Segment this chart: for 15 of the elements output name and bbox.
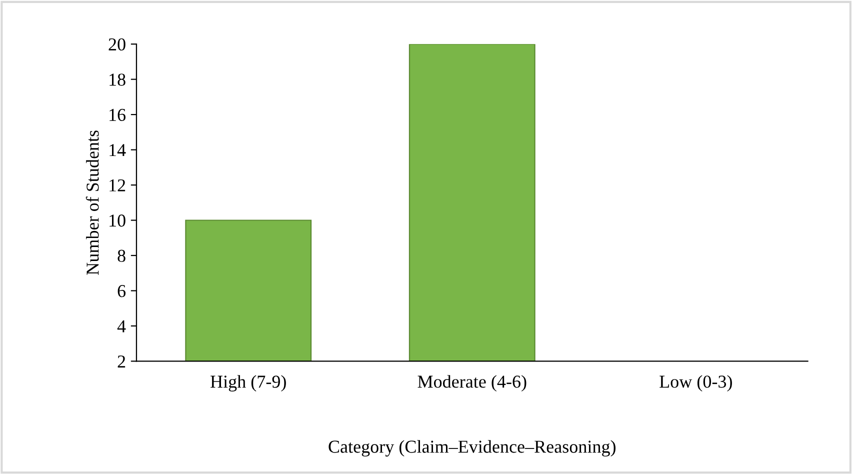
y-tick-label: 12	[110, 179, 126, 192]
y-tick-label: 2	[118, 355, 126, 368]
y-tick-label: 20	[108, 38, 126, 51]
y-tick-label: 18	[110, 74, 126, 86]
x-axis-title: Category (Claim–Evidence–Reasoning)	[328, 440, 616, 457]
x-tick-label: Moderate (4-6)	[418, 375, 526, 392]
x-tick-label: High (7-9)	[210, 375, 286, 392]
y-tick-label: 14	[110, 144, 126, 156]
y-tick-label: 8	[118, 250, 126, 262]
y-tick-label: 4	[117, 320, 126, 332]
y-tick-label: 10	[110, 214, 126, 227]
y-tick-label: 6	[118, 285, 126, 298]
y-tick-label: 16	[110, 108, 126, 121]
y-axis-title: Number of Students	[86, 130, 99, 275]
x-tick-label: Low (0-3)	[660, 375, 732, 392]
